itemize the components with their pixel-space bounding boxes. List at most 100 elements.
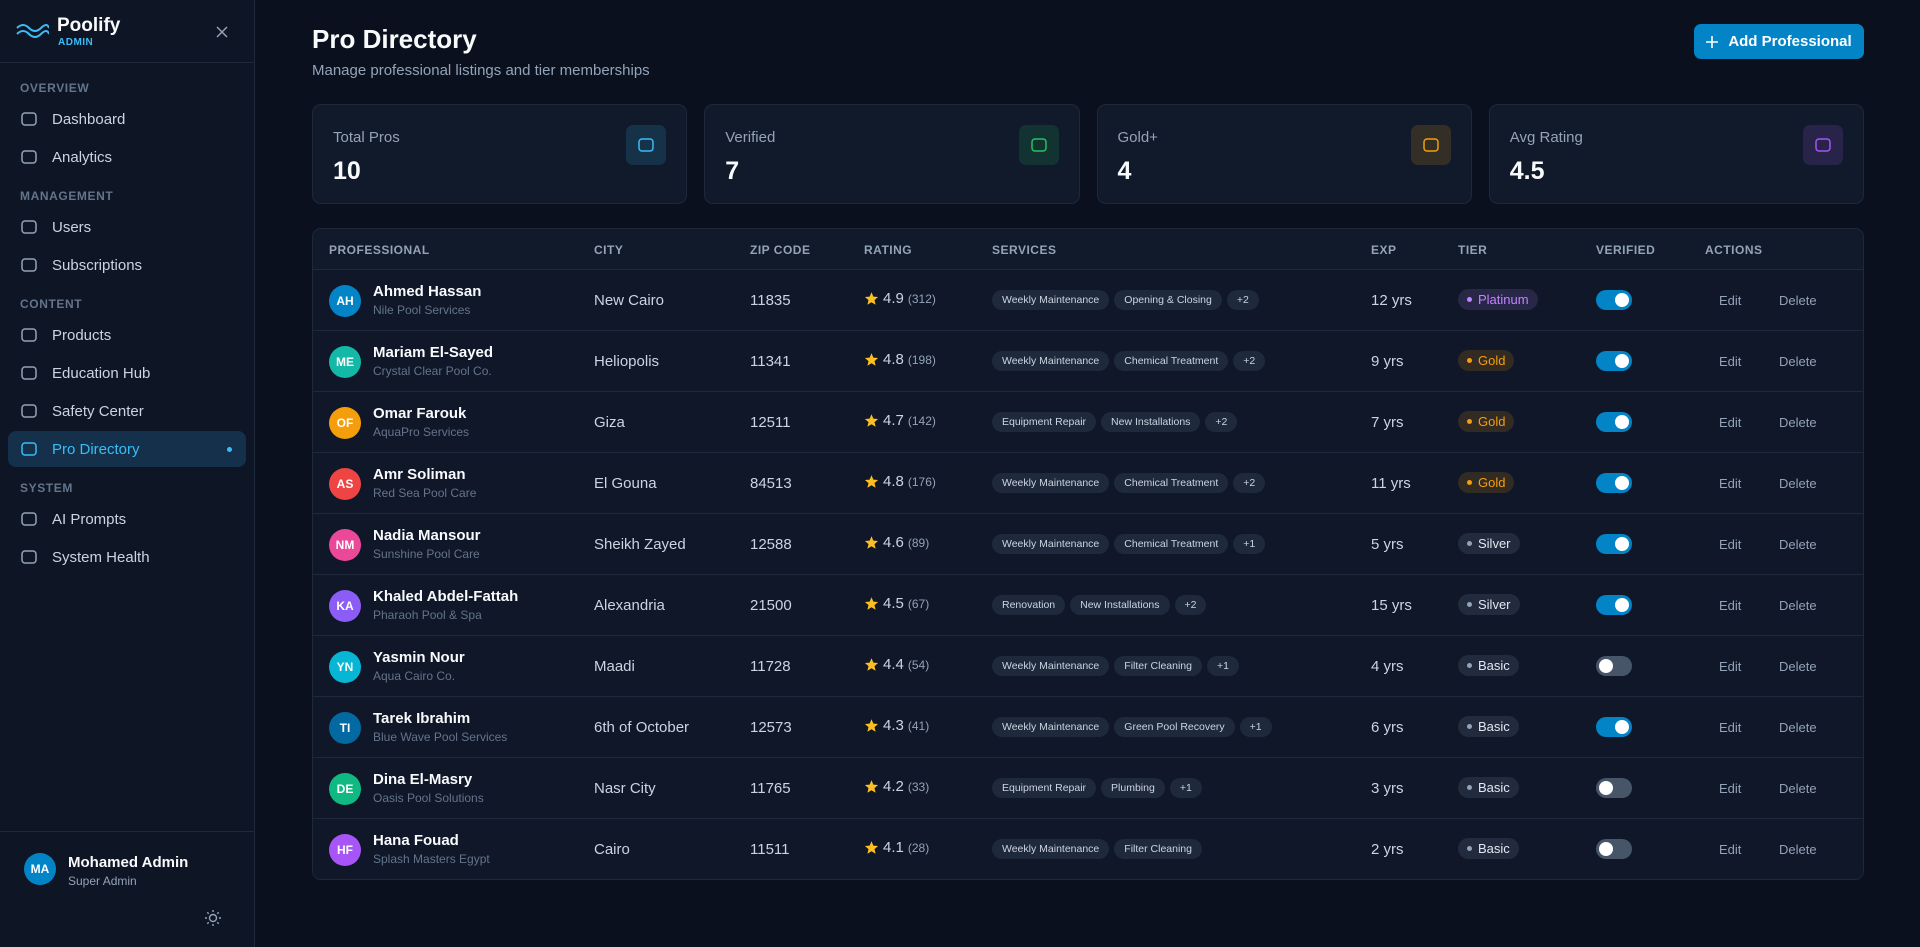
- verified-toggle[interactable]: [1596, 595, 1632, 615]
- stat-icon: [1803, 125, 1843, 165]
- nav-item[interactable]: Dashboard: [8, 101, 246, 137]
- rating: 4.8 (176): [864, 473, 936, 490]
- review-count: (198): [907, 352, 936, 367]
- rating-value: 4.4: [883, 656, 904, 673]
- verified-toggle[interactable]: [1596, 778, 1632, 798]
- city: Alexandria: [594, 597, 665, 614]
- review-count: (142): [907, 413, 936, 428]
- avatar: DE: [329, 773, 361, 805]
- delete-action[interactable]: Delete: [1779, 415, 1817, 430]
- pro-name: Mariam El-Sayed: [373, 344, 494, 361]
- edit-action[interactable]: Edit: [1719, 720, 1742, 735]
- nav-label: System Health: [52, 548, 150, 566]
- verified-toggle[interactable]: [1596, 839, 1632, 859]
- pro-name: Hana Fouad: [373, 832, 459, 849]
- delete-action[interactable]: Delete: [1779, 720, 1817, 735]
- zip: 84513: [750, 475, 792, 492]
- stat-icon: [626, 125, 667, 165]
- edit-action[interactable]: Edit: [1719, 537, 1742, 552]
- nav-item[interactable]: Products: [8, 317, 246, 353]
- verified-toggle[interactable]: [1596, 351, 1632, 371]
- stat-card: Avg Rating 4.5: [1488, 104, 1864, 204]
- edit-action[interactable]: Edit: [1719, 415, 1742, 430]
- service-chip: Weekly Maintenance: [992, 290, 1110, 310]
- nav-item[interactable]: Education Hub: [8, 355, 246, 391]
- more-chip: +2: [1205, 412, 1238, 432]
- nav-label: Products: [52, 326, 112, 344]
- close-button[interactable]: [216, 26, 228, 38]
- review-count: (54): [907, 657, 930, 672]
- nav-item[interactable]: Users: [8, 209, 246, 245]
- service-chip: Weekly Maintenance: [992, 534, 1110, 554]
- nav-item[interactable]: AI Prompts: [8, 501, 246, 537]
- service-chip: Equipment Repair: [992, 778, 1097, 798]
- tier-label: Basic: [1478, 658, 1510, 673]
- edit-action[interactable]: Edit: [1719, 842, 1742, 857]
- experience: 3 yrs: [1371, 780, 1404, 797]
- star: [864, 658, 879, 671]
- zip: 11341: [750, 353, 791, 370]
- rating-value: 4.3: [883, 717, 904, 734]
- theme-toggle[interactable]: [205, 910, 221, 926]
- verified-toggle[interactable]: [1596, 656, 1632, 676]
- edit-action[interactable]: Edit: [1719, 476, 1742, 491]
- nav-item[interactable]: System Health: [8, 539, 246, 575]
- delete-action[interactable]: Delete: [1779, 598, 1817, 613]
- delete-action[interactable]: Delete: [1779, 842, 1817, 857]
- delete-action[interactable]: Delete: [1779, 781, 1817, 796]
- table-row: HF Hana Fouad Splash Masters Egypt Cairo 115…: [313, 819, 1863, 879]
- nav-item[interactable]: Safety Center: [8, 393, 246, 429]
- verified-toggle[interactable]: [1596, 717, 1632, 737]
- review-count: (176): [907, 474, 936, 489]
- add-button[interactable]: Add Professional: [1694, 24, 1864, 59]
- stat-value: 10: [333, 157, 361, 185]
- rating: 4.4 (54): [864, 656, 929, 673]
- nav-item[interactable]: Subscriptions: [8, 247, 246, 283]
- nav-item[interactable]: Pro Directory: [8, 431, 246, 467]
- review-count: (33): [907, 779, 930, 794]
- verified-toggle[interactable]: [1596, 290, 1632, 310]
- stat-label: Gold+: [1117, 129, 1158, 146]
- star: [864, 597, 879, 610]
- city: Sheikh Zayed: [594, 536, 686, 553]
- delete-action[interactable]: Delete: [1779, 354, 1817, 369]
- column-header: RATING: [864, 243, 913, 257]
- verified-toggle[interactable]: [1596, 412, 1632, 432]
- toggle-knob: [1615, 476, 1629, 490]
- edit-action[interactable]: Edit: [1719, 293, 1742, 308]
- services: Equipment Repair New Installations +2: [992, 412, 1238, 432]
- services: Weekly Maintenance Chemical Treatment +1: [992, 534, 1266, 554]
- pro-name: Nadia Mansour: [373, 527, 481, 544]
- experience: 2 yrs: [1371, 841, 1404, 858]
- tier-label: Silver: [1478, 536, 1511, 551]
- toggle-knob: [1615, 720, 1629, 734]
- pro-company: Splash Masters Egypt: [373, 852, 490, 866]
- pro-company: Oasis Pool Solutions: [373, 791, 484, 805]
- edit-action[interactable]: Edit: [1719, 659, 1742, 674]
- rating: 4.2 (33): [864, 778, 929, 795]
- service-chip: New Installations: [1070, 595, 1170, 615]
- nav-item[interactable]: Analytics: [8, 139, 246, 175]
- delete-action[interactable]: Delete: [1779, 293, 1817, 308]
- zip: 21500: [750, 597, 792, 614]
- active-dot: [227, 447, 232, 452]
- nav-section-title: SYSTEM: [20, 481, 73, 495]
- rating: 4.7 (142): [864, 412, 936, 429]
- nav-label: Pro Directory: [52, 440, 140, 458]
- verified-toggle[interactable]: [1596, 473, 1632, 493]
- city: Cairo: [594, 841, 630, 858]
- delete-action[interactable]: Delete: [1779, 537, 1817, 552]
- verified-toggle[interactable]: [1596, 534, 1632, 554]
- edit-action[interactable]: Edit: [1719, 598, 1742, 613]
- page-title: Pro Directory: [312, 24, 477, 54]
- services: Weekly Maintenance Chemical Treatment +2: [992, 351, 1266, 371]
- tier-label: Platinum: [1478, 292, 1529, 307]
- edit-action[interactable]: Edit: [1719, 354, 1742, 369]
- star: [864, 536, 879, 549]
- delete-action[interactable]: Delete: [1779, 659, 1817, 674]
- nav-label: Safety Center: [52, 402, 144, 420]
- delete-action[interactable]: Delete: [1779, 476, 1817, 491]
- edit-action[interactable]: Edit: [1719, 781, 1742, 796]
- icon-glyph: [21, 550, 37, 564]
- stat-icon: [1410, 125, 1451, 165]
